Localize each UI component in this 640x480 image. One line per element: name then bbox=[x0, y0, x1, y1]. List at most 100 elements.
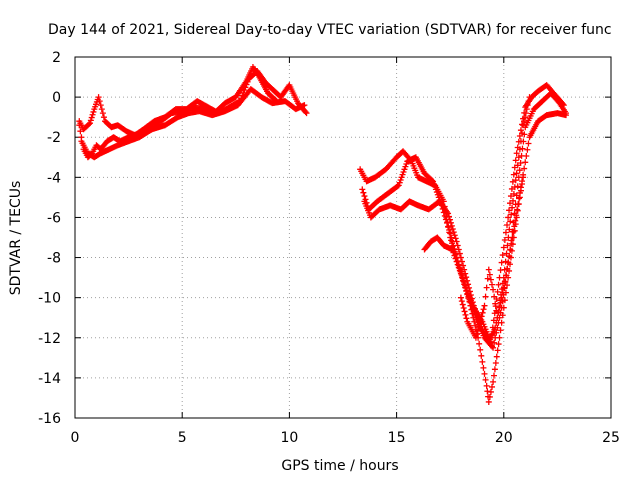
data-point bbox=[88, 114, 95, 121]
data-point bbox=[509, 197, 516, 204]
data-point bbox=[447, 219, 454, 226]
data-point bbox=[510, 171, 517, 178]
data-point bbox=[510, 234, 517, 241]
data-point bbox=[448, 234, 455, 241]
data-point bbox=[395, 182, 402, 189]
data-point bbox=[449, 246, 456, 253]
data-point bbox=[493, 329, 500, 336]
data-point bbox=[451, 252, 458, 259]
data-point bbox=[451, 232, 458, 239]
data-point bbox=[479, 309, 486, 316]
data-point bbox=[491, 339, 498, 346]
x-tick-label: 25 bbox=[602, 430, 620, 446]
data-point bbox=[244, 78, 251, 85]
data-point bbox=[496, 303, 503, 310]
data-point bbox=[471, 318, 478, 325]
data-point bbox=[477, 346, 484, 353]
data-point bbox=[455, 264, 462, 271]
data-point bbox=[493, 319, 500, 326]
y-tick-label: -2 bbox=[47, 130, 61, 146]
x-tick-label: 20 bbox=[495, 430, 513, 446]
data-point bbox=[486, 393, 493, 400]
data-point bbox=[434, 191, 441, 198]
data-point bbox=[461, 266, 468, 273]
data-point bbox=[484, 388, 491, 395]
data-point bbox=[473, 331, 480, 338]
data-point bbox=[492, 359, 499, 366]
data-point bbox=[460, 262, 467, 269]
data-point bbox=[523, 153, 530, 160]
data-point bbox=[98, 106, 105, 113]
data-point bbox=[490, 372, 497, 379]
x-tick-label: 5 bbox=[178, 430, 187, 446]
plot-frame bbox=[74, 56, 612, 419]
y-tick-label: 0 bbox=[52, 90, 61, 106]
data-point bbox=[506, 261, 513, 268]
data-point bbox=[476, 320, 483, 327]
data-point bbox=[504, 242, 511, 249]
data-point bbox=[472, 322, 479, 329]
data-point bbox=[516, 167, 523, 174]
chart-title: Day 144 of 2021, Sidereal Day-to-day VTE… bbox=[48, 22, 612, 38]
data-point bbox=[472, 308, 479, 315]
data-point bbox=[97, 102, 104, 109]
data-point bbox=[467, 302, 474, 309]
data-point bbox=[493, 353, 500, 360]
data-point bbox=[462, 311, 469, 318]
data-point bbox=[482, 376, 489, 383]
data-point bbox=[477, 316, 484, 323]
data-point bbox=[522, 159, 529, 166]
data-point bbox=[524, 146, 531, 153]
data-point bbox=[508, 247, 515, 254]
data-point bbox=[499, 280, 506, 287]
data-point bbox=[360, 189, 367, 196]
data-point bbox=[428, 177, 435, 184]
data-point bbox=[99, 110, 106, 117]
data-point bbox=[506, 207, 513, 214]
data-point bbox=[495, 308, 502, 315]
y-tick-label: -8 bbox=[47, 251, 61, 267]
data-point bbox=[512, 157, 519, 164]
data-point bbox=[446, 213, 453, 220]
data-point bbox=[457, 254, 464, 261]
data-point bbox=[89, 111, 96, 118]
data-point bbox=[455, 246, 462, 253]
data-point bbox=[242, 84, 249, 91]
data-point bbox=[494, 347, 501, 354]
data-point bbox=[458, 274, 465, 281]
y-tick-label: -16 bbox=[38, 411, 61, 427]
data-point bbox=[465, 295, 472, 302]
data-point bbox=[500, 274, 507, 281]
data-point bbox=[459, 301, 466, 308]
series-track-c bbox=[78, 86, 308, 161]
data-point bbox=[497, 297, 504, 304]
data-point bbox=[517, 138, 524, 145]
data-point bbox=[472, 334, 479, 341]
data-point bbox=[492, 324, 499, 331]
data-point bbox=[501, 266, 508, 273]
data-point bbox=[507, 254, 514, 261]
data-point bbox=[486, 271, 493, 278]
data-point bbox=[496, 334, 503, 341]
data-point bbox=[513, 170, 520, 177]
data-point bbox=[458, 298, 465, 305]
series-track-f bbox=[361, 110, 569, 345]
data-point bbox=[500, 304, 507, 311]
data-point bbox=[452, 235, 459, 242]
data-point bbox=[456, 267, 463, 274]
data-point bbox=[463, 288, 470, 295]
data-point bbox=[445, 210, 452, 217]
data-point bbox=[510, 190, 517, 197]
data-point bbox=[95, 94, 102, 101]
data-point bbox=[456, 250, 463, 257]
data-point bbox=[303, 110, 310, 117]
data-point bbox=[301, 102, 308, 109]
data-point bbox=[90, 108, 97, 115]
data-point bbox=[454, 242, 461, 249]
x-tick-label: 0 bbox=[71, 430, 80, 446]
data-point bbox=[498, 259, 505, 266]
data-point bbox=[492, 300, 499, 307]
data-point bbox=[494, 288, 501, 295]
data-point bbox=[502, 229, 509, 236]
data-point bbox=[483, 284, 490, 291]
